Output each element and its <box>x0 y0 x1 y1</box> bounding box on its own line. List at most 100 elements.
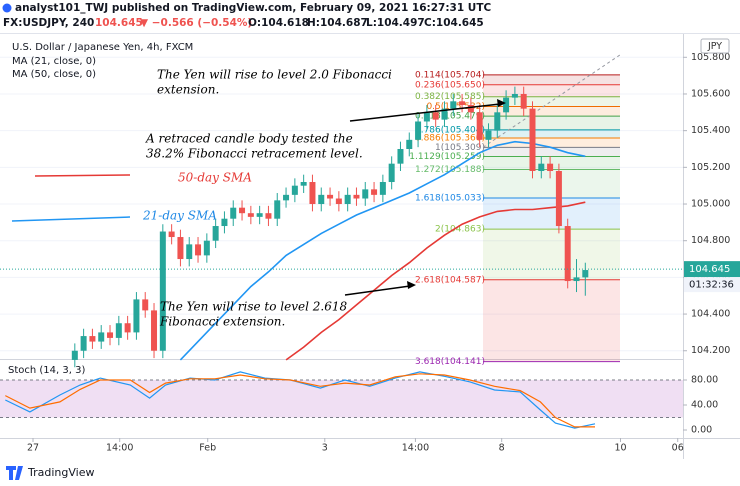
candle-body <box>256 213 263 217</box>
candle-body <box>151 310 158 351</box>
fib-label: 2(104.863) <box>435 225 485 235</box>
y-tick-label: 104.800 <box>691 235 730 246</box>
y-tick-label: 40.00 <box>691 400 718 411</box>
fib-zone <box>483 156 620 170</box>
fib-label: 1.1129(105.259) <box>409 152 485 162</box>
brand: TradingView <box>27 466 94 479</box>
candle-body <box>415 121 422 140</box>
x-tick-label: Feb <box>199 443 216 454</box>
symbol: FX:USDJPY, 240 <box>3 17 94 29</box>
candle-body <box>538 163 545 172</box>
y-tick-label: 105.800 <box>691 52 730 63</box>
candle-body <box>142 299 149 311</box>
countdown-tag <box>684 277 740 293</box>
sma-note-line <box>11 216 131 222</box>
last-price: 104.645 <box>95 17 143 29</box>
arrow <box>344 285 411 296</box>
candle-body <box>406 139 413 149</box>
candle-body <box>379 182 386 195</box>
plot-layer: 105.800 105.600 105.400 105.200 105.000 104.8… <box>0 52 740 454</box>
candle-body <box>71 350 78 360</box>
time-axis-border <box>0 438 740 439</box>
price-axis-border <box>683 34 684 459</box>
candle-body <box>265 213 272 219</box>
fib-zone <box>483 129 620 138</box>
low: L:104.497 <box>366 17 425 29</box>
brand-logo <box>6 466 23 480</box>
x-tick-label: 10 <box>614 443 626 454</box>
candle-body <box>423 112 430 122</box>
annotation: 38.2% Fibonacci retracement level. <box>146 147 363 161</box>
y-tick-label: 105.000 <box>691 199 730 210</box>
legend-entry: MA (21, close, 0) <box>12 56 96 67</box>
fib-label: 0.114(105.704) <box>415 70 485 80</box>
annotation: 50-day SMA <box>178 171 252 185</box>
fib-label: 2.618(104.587) <box>415 275 485 285</box>
annotation: The Yen will rise to level 2.0 Fibonacci <box>157 68 392 82</box>
fib-zone <box>483 279 620 362</box>
candle-body <box>247 213 254 217</box>
candle-body <box>564 226 571 282</box>
annotation: extension. <box>157 83 219 97</box>
candle-body <box>300 182 307 186</box>
stoch-line <box>5 373 595 428</box>
candle-body <box>221 218 228 227</box>
fib-label: 0.618(105.479) <box>415 112 485 122</box>
candle-body <box>309 182 316 205</box>
fib-label: 3.618(104.141) <box>415 357 485 367</box>
price-tag <box>684 261 740 278</box>
candle-body <box>573 277 580 282</box>
candle-body <box>388 163 395 183</box>
fib-zone <box>483 197 620 230</box>
arrow <box>349 103 501 122</box>
candle-body <box>212 226 219 241</box>
candle-body <box>547 163 554 172</box>
fib-zone <box>483 116 620 130</box>
candle-body <box>283 194 290 201</box>
candle-body <box>494 112 501 131</box>
annotation: 21-day SMA <box>142 209 217 223</box>
candle-body <box>80 336 87 351</box>
candle-body <box>555 171 562 227</box>
candle-body <box>511 93 518 98</box>
footer <box>0 459 740 486</box>
candle-body <box>186 244 193 260</box>
sma-note-line <box>34 174 131 177</box>
fib-label: 0.786(105.404) <box>415 125 485 135</box>
candle-body <box>177 237 184 260</box>
candle-body <box>397 148 404 164</box>
pane-title: Stoch (14, 3, 3) <box>8 365 85 376</box>
price-tag-label: 104.645 <box>689 264 730 275</box>
fib-label: 1(105.309) <box>435 143 485 153</box>
y-tick-label: 105.400 <box>691 125 730 136</box>
y-tick-label: 105.200 <box>691 162 730 173</box>
candle-body <box>485 130 492 140</box>
chart-title: U.S. Dollar / Japanese Yen, 4h, FXCM <box>12 42 193 53</box>
candle-body <box>344 194 351 205</box>
y-tick-label: 80.00 <box>691 375 718 386</box>
fib-zone <box>483 169 620 198</box>
x-tick-label: 3 <box>322 443 328 454</box>
candle-body <box>582 270 589 278</box>
legend-entry: MA (50, close, 0) <box>12 69 96 80</box>
candle-body <box>529 108 536 172</box>
candle-body <box>441 108 448 120</box>
candle-body <box>230 207 237 219</box>
candle-body <box>450 101 457 109</box>
currency: JPY <box>707 41 722 52</box>
fib-zone <box>483 96 620 107</box>
pane-divider <box>0 359 683 360</box>
y-tick-label: 105.600 <box>691 88 730 99</box>
candle-body <box>159 231 166 351</box>
high: H:104.687 <box>307 17 368 29</box>
candle-body <box>89 336 96 342</box>
y-tick-label: 104.400 <box>691 309 730 320</box>
y-tick-label: 104.200 <box>691 345 730 356</box>
candle-body <box>239 207 246 214</box>
candle-body <box>274 200 281 219</box>
candle-body <box>133 299 140 333</box>
close: C:104.645 <box>424 17 484 29</box>
divider <box>0 33 740 34</box>
